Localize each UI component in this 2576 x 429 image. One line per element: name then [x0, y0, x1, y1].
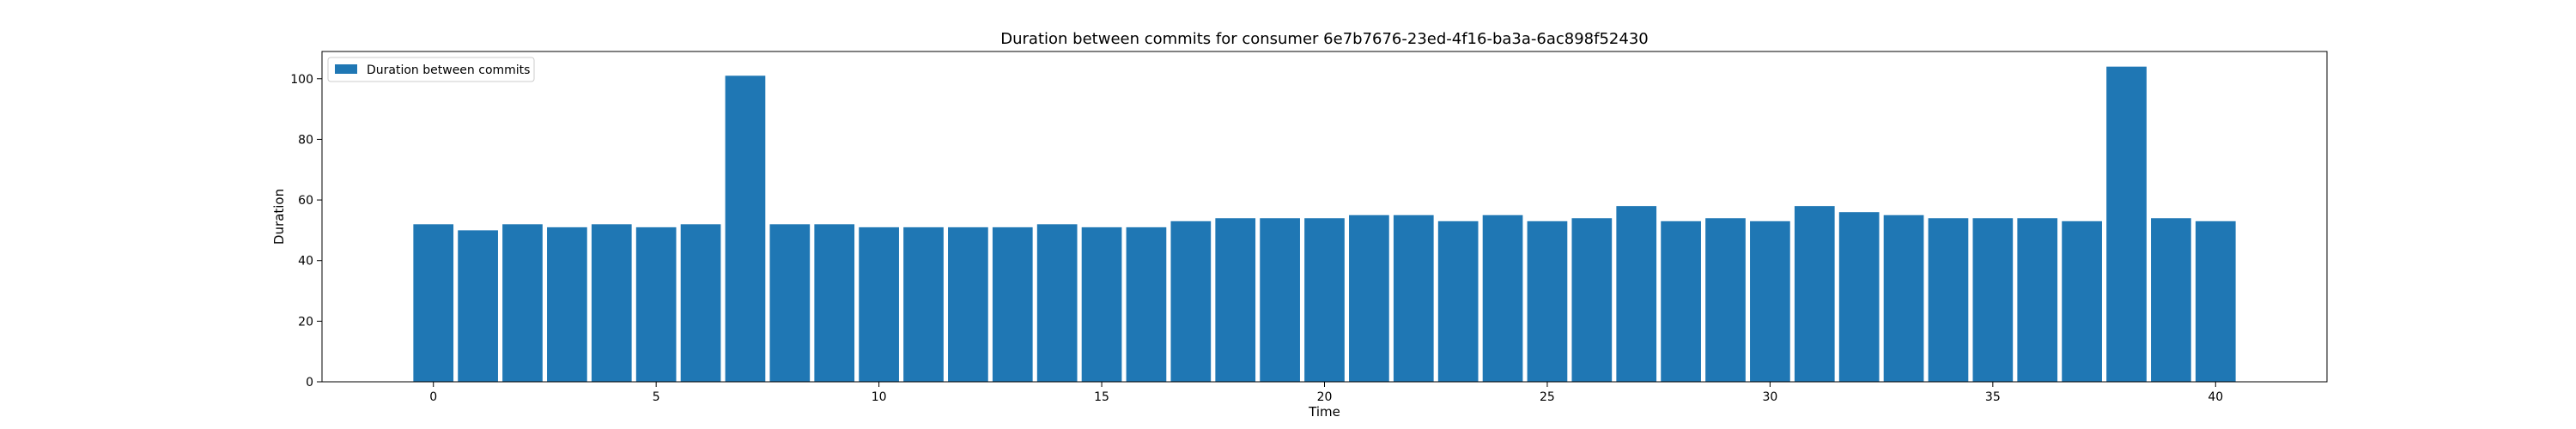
x-axis-label: Time [1308, 404, 1340, 420]
legend-label: Duration between commits [367, 63, 530, 77]
y-tick-label: 0 [306, 376, 313, 390]
bar [1972, 218, 2014, 382]
bar [725, 76, 766, 382]
bar [413, 224, 454, 382]
bar [1527, 221, 1568, 382]
bar [2062, 221, 2102, 382]
x-tick-label: 0 [429, 390, 437, 404]
bar [769, 224, 811, 382]
bar [1393, 214, 1434, 382]
bar [2151, 218, 2191, 382]
bar [680, 224, 721, 382]
bar [1571, 218, 1613, 382]
legend: Duration between commits [327, 57, 535, 82]
y-tick-label: 100 [290, 73, 313, 87]
bar [1661, 221, 1701, 382]
x-tick-label: 40 [2208, 390, 2223, 404]
bar [502, 224, 543, 382]
bar [1215, 218, 1256, 382]
bar [1883, 214, 1924, 382]
y-tick-label: 20 [298, 315, 313, 329]
bar [1616, 206, 1657, 382]
bar [1750, 221, 1790, 382]
bar [814, 224, 855, 382]
bar [1482, 214, 1523, 382]
plot-frame [321, 51, 2328, 383]
bar [1170, 221, 1212, 382]
bar [1928, 218, 1969, 382]
y-axis-label: Duration [271, 189, 287, 245]
bar [1081, 227, 1122, 382]
bar [903, 227, 944, 382]
x-tick-label: 25 [1540, 390, 1555, 404]
bar [992, 227, 1033, 382]
bar [1126, 227, 1167, 382]
legend-box [327, 57, 535, 82]
bar [635, 227, 677, 382]
bar [547, 227, 587, 382]
y-tick-label: 40 [298, 255, 313, 269]
bar [1304, 218, 1345, 382]
x-tick-label: 20 [1317, 390, 1333, 404]
bar [1036, 224, 1078, 382]
bar [591, 224, 632, 382]
y-tick-label: 60 [298, 194, 313, 208]
bar [1349, 214, 1389, 382]
chart-title: Duration between commits for consumer 6e… [1000, 30, 1648, 48]
bar [1705, 218, 1746, 382]
bar [1260, 218, 1300, 382]
bar [1794, 206, 1835, 382]
x-axis-ticks: 0 5 10 15 20 25 30 35 40 [429, 382, 2223, 404]
x-tick-label: 15 [1094, 390, 1109, 404]
x-tick-label: 35 [1985, 390, 2001, 404]
bar [859, 227, 899, 382]
x-tick-label: 10 [872, 390, 887, 404]
y-tick-label: 80 [298, 133, 313, 147]
bar [2017, 218, 2058, 382]
bar [1838, 212, 1880, 382]
x-tick-label: 5 [653, 390, 660, 404]
bars-group [413, 66, 2236, 382]
x-tick-label: 30 [1762, 390, 1777, 404]
bar [458, 230, 498, 382]
y-axis-ticks: 0 20 40 60 80 100 [290, 73, 322, 390]
bar [2195, 221, 2236, 382]
bar [2106, 66, 2147, 382]
bar [1437, 221, 1479, 382]
legend-swatch [335, 64, 357, 74]
bar [948, 227, 988, 382]
